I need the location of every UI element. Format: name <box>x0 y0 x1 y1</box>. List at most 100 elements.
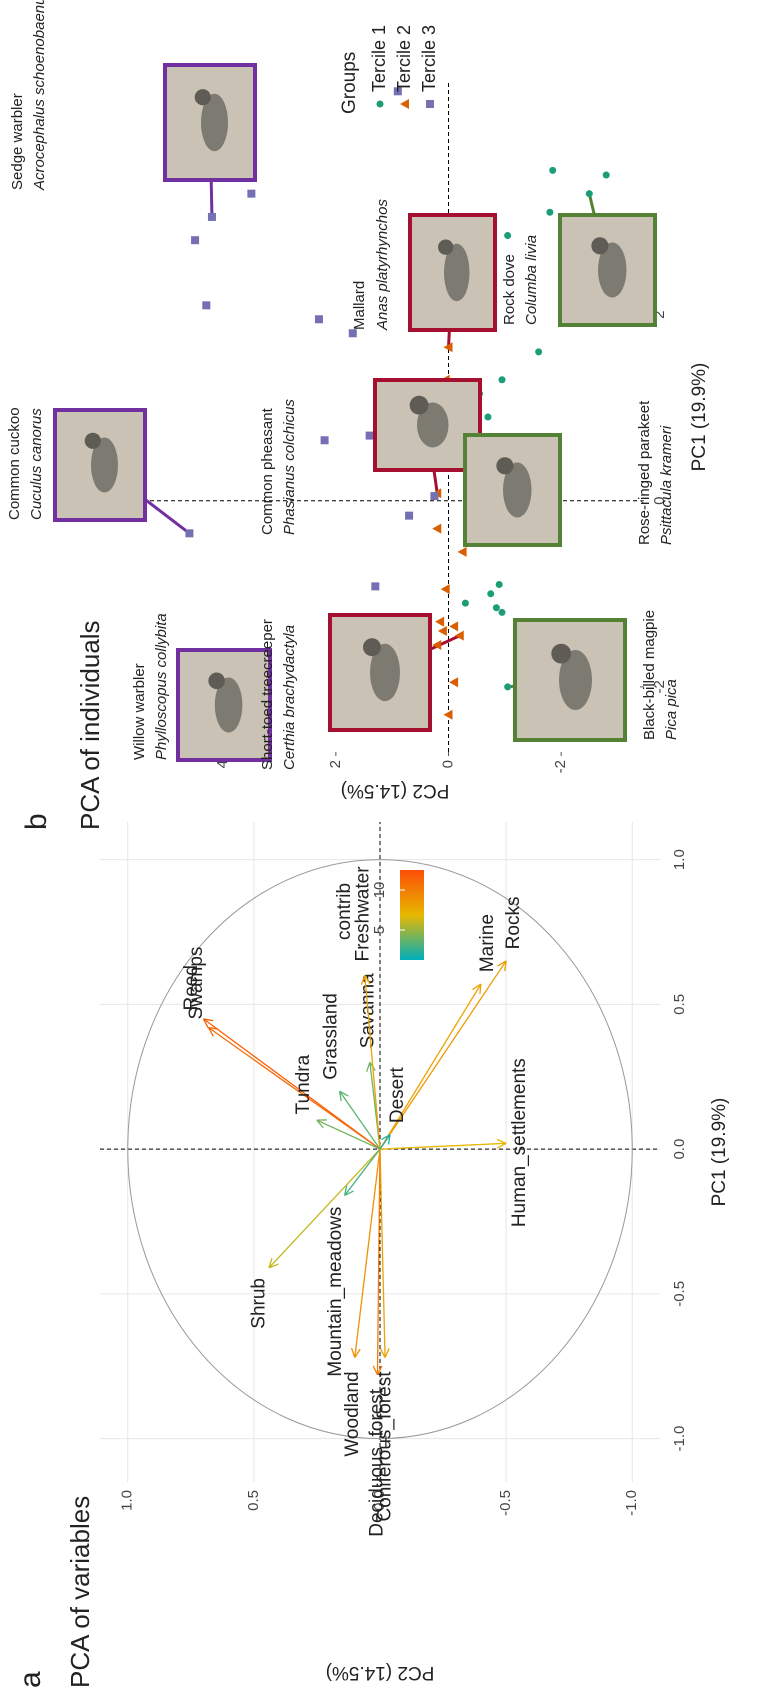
point <box>504 232 512 240</box>
bird-photo <box>328 613 432 732</box>
x-axis-title: PC1 (19.9%) <box>689 363 710 472</box>
y-tick-label: -1.0 <box>623 1490 640 1516</box>
arrow-head <box>268 1263 279 1269</box>
arrow-head <box>381 1134 391 1141</box>
variable-label: Reed <box>181 965 202 1010</box>
bird-body <box>214 677 243 733</box>
photo-frame <box>53 408 147 522</box>
photo-frame <box>558 213 657 327</box>
point <box>492 604 500 612</box>
x-axis-title: PC1 (19.9%) <box>709 1098 730 1207</box>
point <box>487 590 495 598</box>
arrow-head <box>366 1062 371 1072</box>
arrow-head <box>208 1026 219 1030</box>
photo-frame <box>408 213 497 332</box>
bird-head <box>208 672 225 690</box>
legend-label: Tercile 1 <box>369 25 389 92</box>
point <box>449 621 459 632</box>
rotated-figure: a PCA of variables -1.0 -0.5 0.0 0.5 1.0 -1.0 -0… <box>6 0 730 1688</box>
point <box>443 709 453 720</box>
bird-name: Black-billed magpie <box>641 610 658 740</box>
x-tick-label: 0.5 <box>671 994 688 1015</box>
bird-body <box>503 462 532 518</box>
arrow-head <box>268 1258 273 1268</box>
legend-label: Tercile 2 <box>394 25 414 92</box>
bird-photo <box>513 618 627 742</box>
point <box>202 301 211 310</box>
x-tick-label: 0.0 <box>671 1139 688 1160</box>
arrow-head <box>344 1185 348 1196</box>
point <box>440 584 450 595</box>
bird-photo <box>558 213 657 327</box>
photo-frame <box>163 63 257 182</box>
bird-head <box>438 239 454 255</box>
bird-latin: Acrocephalus schoenobaenus <box>31 0 48 191</box>
bird-head <box>194 89 211 106</box>
bird-latin: Cuculus canorus <box>28 408 45 520</box>
arrow-head <box>202 1018 209 1028</box>
bird-head <box>363 638 381 657</box>
photo-frame <box>463 433 562 547</box>
x-tick-label: -2 <box>651 680 668 693</box>
bird-body <box>444 243 470 302</box>
variable-label: Swamps <box>186 947 207 1020</box>
arrow-head <box>379 1348 386 1358</box>
variable-label: Marine <box>477 914 498 972</box>
photo-frame <box>373 378 482 472</box>
bird-photo <box>373 378 482 472</box>
arrow-head <box>479 984 482 995</box>
variable-arrow <box>316 1119 381 1150</box>
colorbar-tick-label: 5 <box>371 926 388 934</box>
point <box>207 212 216 221</box>
bird-name: Rock dove <box>501 254 518 325</box>
photo-frame <box>176 648 272 762</box>
bird-latin: Pica pica <box>663 679 680 740</box>
x-tick-label: -1.0 <box>671 1426 688 1452</box>
variable-arrow <box>208 1026 381 1150</box>
x-tick-label: 1.0 <box>671 849 688 870</box>
bird-body <box>559 650 592 710</box>
point <box>435 616 445 627</box>
legend-title: Groups <box>339 52 360 114</box>
arrow-head <box>338 1091 342 1102</box>
variable-label: Grassland <box>321 993 342 1080</box>
bird-photo <box>53 408 147 522</box>
colorbar <box>400 870 424 960</box>
arrow-head <box>387 1134 391 1145</box>
bird-name: Mallard <box>351 281 368 330</box>
point <box>371 582 380 591</box>
variable-arrow <box>203 1018 381 1150</box>
bird-name: Sedge warbler <box>9 93 26 190</box>
variable-arrow <box>379 1142 507 1150</box>
point <box>457 546 467 557</box>
variable-label: Mountain_meadows <box>325 1207 346 1377</box>
bird-body <box>91 437 118 493</box>
y-axis-title: PC2 (14.5%) <box>341 780 450 801</box>
bird-body <box>598 242 627 298</box>
variable-arrow <box>379 1134 391 1150</box>
point <box>602 171 610 179</box>
point <box>405 511 414 520</box>
bird-latin: Certhia brachydactyla <box>281 625 298 770</box>
arrow-head <box>207 1027 214 1037</box>
panel-title: PCA of individuals <box>75 620 105 830</box>
legend-label: Tercile 3 <box>419 25 439 92</box>
bird-latin: Columba livia <box>523 235 540 325</box>
arrow-head <box>203 1018 214 1022</box>
x-tick-label: 0 <box>651 497 668 505</box>
point <box>461 599 469 607</box>
variable-arrow <box>379 960 507 1150</box>
variable-arrow <box>379 983 482 1150</box>
correlation-circle <box>127 859 633 1440</box>
bird-latin: Phylloscopus collybita <box>153 613 170 760</box>
point <box>495 581 503 588</box>
y-tick-label: 0.5 <box>245 1490 262 1511</box>
arrow-head <box>364 975 371 985</box>
point <box>247 189 256 198</box>
photo-frame <box>328 613 432 732</box>
variable-label: Human_settlements <box>509 1058 530 1227</box>
y-tick-label: 0 <box>439 760 456 768</box>
variable-arrow <box>268 1148 381 1269</box>
variable-label: Deciduous_forest <box>366 1388 387 1537</box>
arrow-head <box>496 1138 507 1144</box>
